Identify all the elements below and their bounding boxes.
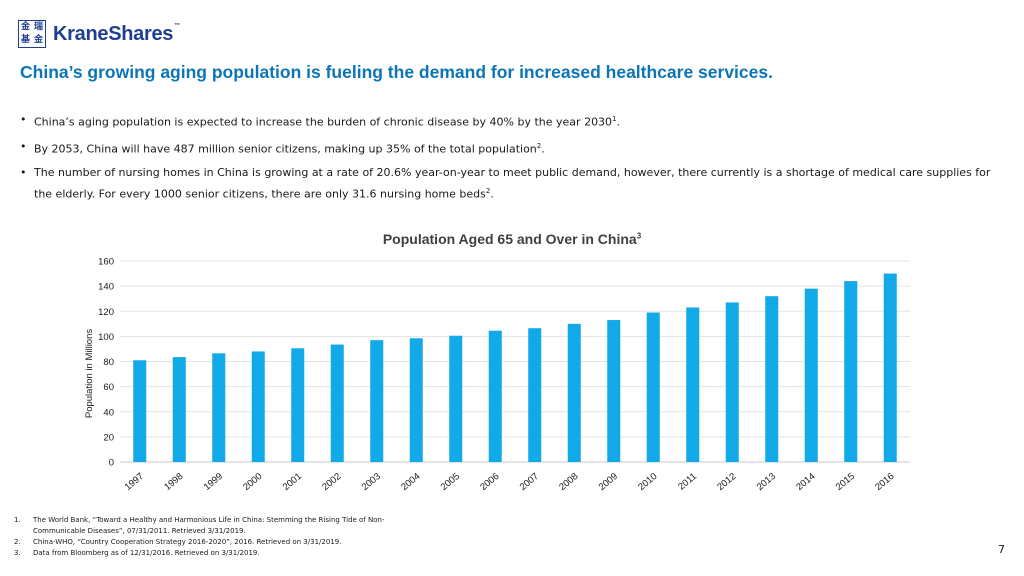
y-tick-label: 20 xyxy=(103,432,114,443)
x-tick-label: 1998 xyxy=(162,471,185,493)
x-tick-label: 2014 xyxy=(794,471,817,493)
chart-bars xyxy=(133,273,897,462)
page-headline: China’s growing aging population is fuel… xyxy=(20,62,773,82)
bullet-list: China’s aging population is expected to … xyxy=(20,110,1010,209)
bullet-ref: 1 xyxy=(612,115,617,123)
x-tick-label: 2004 xyxy=(399,471,422,493)
bullet-item: China’s aging population is expected to … xyxy=(20,110,1010,132)
bar xyxy=(883,273,897,462)
x-tick-label: 2009 xyxy=(597,471,620,493)
x-tick-label: 2001 xyxy=(281,471,304,493)
bullet-ref: 2 xyxy=(536,141,542,150)
x-tick-label: 2011 xyxy=(676,471,699,493)
y-tick-label: 0 xyxy=(109,458,114,469)
x-tick-label: 2013 xyxy=(755,471,778,493)
chart-title-text: Population Aged 65 and Over in China xyxy=(382,231,637,247)
footnotes: 1. The World Bank, “Toward a Healthy and … xyxy=(14,515,433,559)
bar xyxy=(212,353,226,462)
y-tick-label: 160 xyxy=(98,257,114,268)
x-tick-label: 2008 xyxy=(557,471,580,493)
bar xyxy=(133,360,147,462)
bar xyxy=(488,330,502,462)
x-tick-label: 2003 xyxy=(360,471,383,493)
bar xyxy=(291,348,305,462)
bullet-item: By 2053, China will have 487 million sen… xyxy=(20,137,1010,159)
bar xyxy=(804,288,818,462)
x-tick-label: 2007 xyxy=(518,471,541,493)
footnote-number: 2. xyxy=(14,538,21,546)
bar xyxy=(370,340,384,462)
y-tick-label: 40 xyxy=(103,407,114,418)
bar xyxy=(567,323,581,462)
logo-cjk-mark: 金 瑞 基 金 xyxy=(18,20,46,48)
logo-name: KraneShares xyxy=(53,22,174,45)
chart-title-ref: 3 xyxy=(636,231,642,241)
logo-trademark: ™ xyxy=(174,22,180,29)
bar xyxy=(844,281,858,462)
y-tick-label: 120 xyxy=(98,307,114,318)
logo-cjk-char: 基 xyxy=(20,35,30,45)
y-axis-label: Population in Millions xyxy=(84,329,95,418)
bar xyxy=(172,357,186,462)
bullet-end: . xyxy=(490,187,494,201)
x-tick-label: 2000 xyxy=(241,471,264,493)
page-number: 7 xyxy=(998,543,1005,556)
footnote: 1. The World Bank, “Toward a Healthy and … xyxy=(14,515,433,537)
logo-wordmark: KraneShares™ xyxy=(53,23,180,46)
x-tick-label: 2016 xyxy=(873,471,896,493)
chart-title: Population Aged 65 and Over in China3 xyxy=(0,231,1024,247)
bullet-end: . xyxy=(616,115,621,129)
bar xyxy=(686,307,700,462)
bar xyxy=(607,320,621,462)
bullet-text: China’s aging population is expected to … xyxy=(34,115,613,129)
bullet-text: By 2053, China will have 487 million sen… xyxy=(34,142,537,156)
bullet-text: The number of nursing homes in China is … xyxy=(34,166,991,201)
bar xyxy=(725,302,739,462)
x-tick-label: 2002 xyxy=(320,471,343,493)
x-axis-ticks: 1997 1998 1999 2000 2001 2002 2003 2004 2005 2006… xyxy=(123,471,897,493)
bar xyxy=(449,335,463,462)
x-tick-label: 2005 xyxy=(439,471,462,493)
kraneshares-logo: 金 瑞 基 金 KraneShares™ xyxy=(18,19,180,49)
bar xyxy=(765,296,779,462)
bullet-item: The number of nursing homes in China is … xyxy=(20,163,1010,204)
logo-cjk-char: 金 xyxy=(33,35,43,45)
x-tick-label: 1999 xyxy=(202,471,225,493)
y-axis-ticks: 0 20 40 60 80 100 120 140 160 xyxy=(98,257,114,469)
y-tick-label: 60 xyxy=(103,382,114,393)
y-tick-label: 140 xyxy=(98,282,114,293)
footnote: 2. China-WHO, “Country Cooperation Strate… xyxy=(14,537,433,548)
footnote: 3. Data from Bloomberg as of 12/31/2016. … xyxy=(14,548,433,559)
bar xyxy=(646,312,660,462)
y-tick-label: 100 xyxy=(98,332,114,343)
y-tick-label: 80 xyxy=(103,357,114,368)
x-tick-label: 2006 xyxy=(478,471,501,493)
bar xyxy=(330,344,344,462)
logo-cjk-char: 金 xyxy=(20,22,30,32)
footnote-text: Data from Bloomberg as of 12/31/2016. Re… xyxy=(33,549,260,557)
footnote-number: 3. xyxy=(14,549,21,557)
bar xyxy=(528,328,542,462)
bar-chart: 0 20 40 60 80 100 120 140 160 1997 1998 1999 2000 20… xyxy=(84,257,910,493)
bar xyxy=(409,338,423,462)
x-tick-label: 1997 xyxy=(123,471,146,493)
chart-gridlines xyxy=(120,260,910,463)
bullet-ref: 2 xyxy=(485,187,491,196)
bar xyxy=(251,351,265,462)
logo-cjk-char: 瑞 xyxy=(33,22,43,32)
footnote-number: 1. xyxy=(14,516,21,524)
x-tick-label: 2012 xyxy=(715,471,738,493)
footnote-text: The World Bank, “Toward a Healthy and Ha… xyxy=(33,516,385,535)
x-tick-label: 2010 xyxy=(636,471,659,493)
footnote-text: China-WHO, “Country Cooperation Strategy… xyxy=(33,538,342,546)
x-tick-label: 2015 xyxy=(834,471,857,493)
bullet-end: . xyxy=(541,142,545,156)
